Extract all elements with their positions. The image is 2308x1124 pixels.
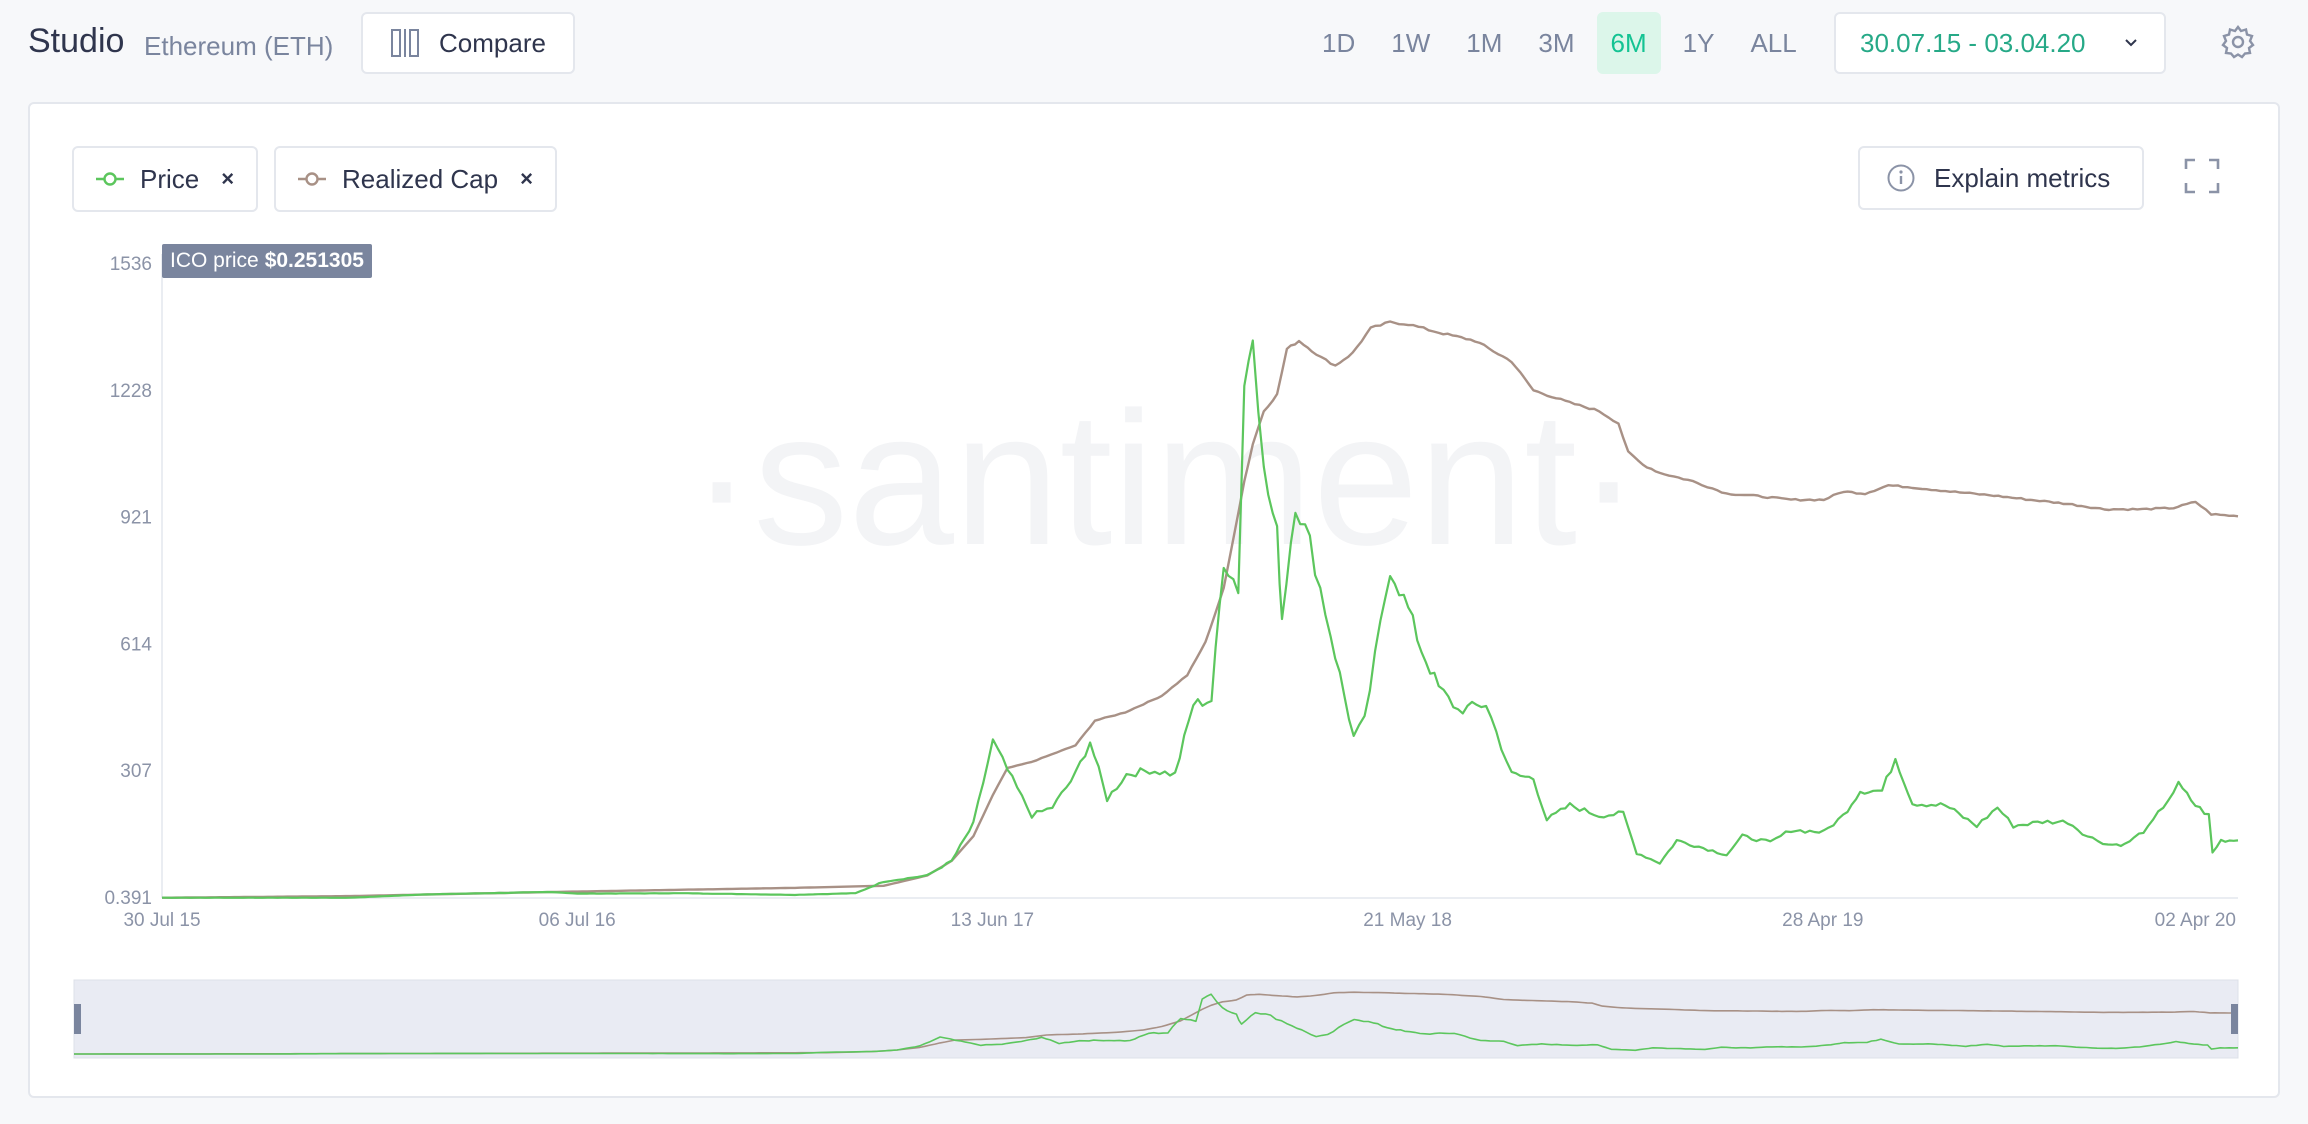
period-1y[interactable]: 1Y [1682,27,1715,58]
period-1d[interactable]: 1D [1322,27,1356,58]
metric-chip-price[interactable]: Price × [72,146,259,212]
ico-price-label: ICO price [170,249,259,272]
x-tick-label: 28 Apr 19 [1782,910,1863,931]
y-tick-label: 0.391 [104,888,152,909]
metric-chip-label: Realized Cap [342,163,499,194]
period-1m[interactable]: 1M [1466,27,1503,58]
price-chart[interactable]: ·santiment· 1536 1228 921 614 307 0.391 30 Ju… [30,104,2282,1100]
period-all[interactable]: ALL [1750,27,1797,58]
y-tick-label: 1536 [110,254,152,275]
top-bar: Studio Ethereum (ETH) Compare 1D 1W 1M 3… [0,0,2308,92]
asset-name: Ethereum (ETH) [144,31,334,61]
period-3m[interactable]: 3M [1538,27,1575,58]
metric-chip-realized-cap[interactable]: Realized Cap × [274,146,557,212]
line-marker-icon [96,172,124,186]
compare-button[interactable]: Compare [361,12,575,74]
x-tick-label: 13 Jun 17 [951,910,1034,931]
ico-price-badge: ICO price $0.251305 [162,244,372,278]
navigator-handle-left[interactable] [74,1004,81,1034]
ico-price-value: $0.251305 [264,249,364,272]
gear-icon[interactable] [2220,24,2256,60]
x-tick-label: 30 Jul 15 [123,910,200,931]
chart-area[interactable]: ·santiment· 1536 1228 921 614 307 0.391 30 Ju… [30,104,2282,1100]
info-icon [1887,164,1915,192]
remove-metric-button[interactable]: × [520,166,533,191]
page-title: Studio [28,22,125,60]
y-tick-label: 307 [120,761,152,782]
date-range-value: 30.07.15 - 03.04.20 [1860,27,2086,58]
compare-columns-icon [391,29,419,57]
price-line [162,339,2239,899]
fullscreen-icon[interactable] [2182,156,2222,196]
explain-metrics-button[interactable]: Explain metrics [1858,146,2144,210]
x-tick-label: 06 Jul 16 [539,910,616,931]
chart-card: Price × Realized Cap × Explain metrics ·… [28,102,2280,1098]
period-6m[interactable]: 6M [1596,12,1661,74]
y-tick-label: 1228 [110,381,152,402]
navigator-background[interactable] [73,979,2239,1059]
period-selector: 1D 1W 1M 3M 6M 1Y ALL [1308,12,1819,74]
compare-label: Compare [439,27,546,58]
x-tick-label: 21 May 18 [1363,910,1452,931]
line-marker-icon [298,172,326,186]
y-tick-label: 921 [120,508,152,529]
chevron-down-icon [2125,39,2137,47]
explain-metrics-label: Explain metrics [1934,162,2111,193]
period-1w[interactable]: 1W [1391,27,1431,58]
y-tick-label: 614 [120,634,152,655]
metric-chip-label: Price [140,163,200,194]
date-range-picker[interactable]: 30.07.15 - 03.04.20 [1834,12,2166,74]
navigator-handle-right[interactable] [2231,1004,2238,1034]
navigator-price-line [74,993,2239,1055]
x-tick-label: 02 Apr 20 [2155,910,2236,931]
remove-metric-button[interactable]: × [221,166,235,191]
watermark: ·santiment· [690,373,1640,585]
